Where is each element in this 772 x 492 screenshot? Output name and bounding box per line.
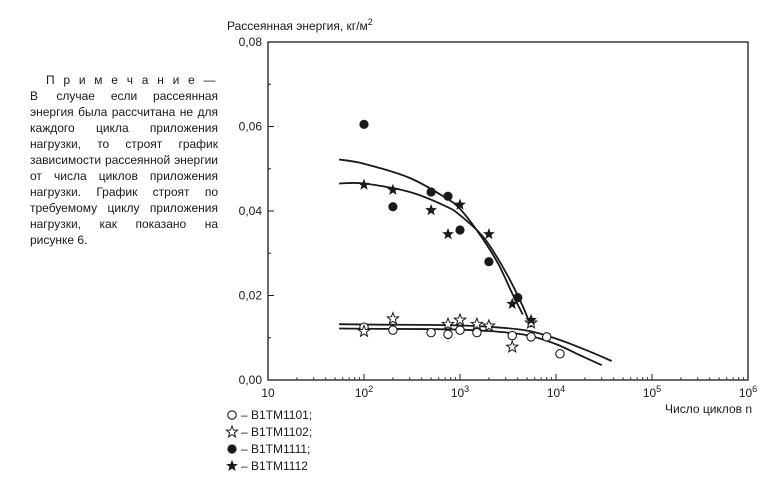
legend-marker	[227, 444, 237, 454]
data-point	[358, 178, 370, 190]
data-point	[388, 325, 398, 335]
data-point	[443, 329, 453, 340]
data-point	[541, 332, 552, 342]
x-tick-label: 102	[355, 384, 373, 400]
data-point	[483, 228, 495, 240]
data-point	[506, 297, 519, 309]
x-tick-label: 103	[451, 384, 469, 400]
legend-marker	[224, 424, 240, 439]
data-point	[455, 325, 465, 335]
fit-curve	[339, 327, 603, 367]
data-point	[505, 339, 520, 354]
data-point	[472, 327, 482, 338]
legend-marker	[227, 410, 237, 420]
data-point	[525, 313, 537, 325]
note-heading: П р и м е ч а н и е — В	[30, 73, 218, 103]
data-point	[443, 191, 453, 201]
note-body: случае если рассеянная энергия была расс…	[30, 89, 218, 247]
fit-curve	[339, 181, 532, 328]
legend-entry: – B1TM1112	[241, 459, 308, 473]
y-tick-label: 0,00	[239, 373, 263, 387]
data-point	[555, 349, 565, 359]
legend-entry: – B1TM1111;	[241, 442, 310, 456]
data-point	[484, 257, 494, 267]
axes-frame: 0,00 0,02 0,04 0,06 0,08 10 102 103 104 105 106	[239, 35, 758, 400]
legend-entry: – B1TM1101;	[241, 408, 312, 422]
data-point	[426, 187, 436, 197]
x-axis-label: Число циклов n	[665, 402, 752, 416]
figure-note: П р и м е ч а н и е — В случае если расс…	[30, 72, 218, 248]
data-point	[387, 183, 399, 195]
y-tick-label: 0,08	[239, 35, 263, 49]
y-tick-label: 0,04	[239, 204, 263, 218]
x-tick-label: 105	[643, 384, 661, 400]
data-point	[359, 119, 369, 129]
data-point	[426, 327, 436, 338]
data-point	[385, 311, 400, 325]
data-point	[452, 312, 468, 327]
data-point	[526, 332, 536, 342]
data-point	[425, 204, 437, 216]
data-point	[442, 228, 454, 240]
fit-curve	[338, 158, 524, 315]
legend: – B1TM1101; – B1TM1102; – B1TM1111; – B1TM1…	[224, 408, 312, 473]
x-tick-label: 104	[547, 384, 565, 400]
x-tick-label: 106	[739, 384, 757, 400]
data-point	[469, 316, 484, 331]
x-tick-label: 10	[261, 386, 275, 400]
fit-curve	[339, 323, 613, 362]
legend-marker	[226, 459, 238, 471]
y-tick-label: 0,02	[239, 289, 263, 303]
data-point	[388, 202, 398, 212]
legend-entry: – B1TM1102;	[241, 425, 312, 439]
data-point	[513, 293, 523, 303]
data-point	[356, 323, 372, 338]
y-tick-label: 0,06	[239, 120, 263, 134]
data-point	[454, 198, 466, 210]
data-point	[507, 330, 517, 341]
data-markers	[356, 119, 565, 359]
data-point	[455, 225, 465, 235]
data-point	[481, 318, 496, 332]
y-axis-label: Рассеянная энергия, кг/м2	[227, 17, 373, 33]
data-point	[440, 316, 456, 331]
